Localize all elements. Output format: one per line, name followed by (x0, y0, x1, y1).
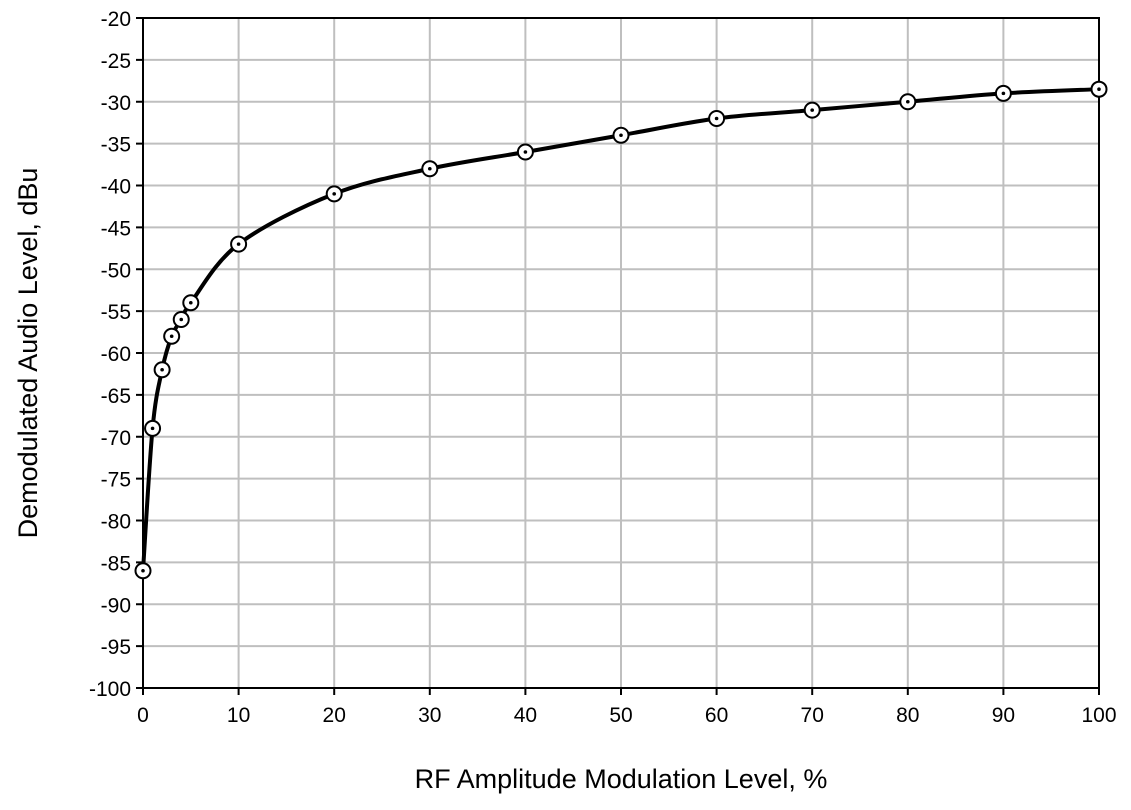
x-tick-label: 70 (801, 704, 824, 727)
y-tick-label: -70 (101, 427, 131, 450)
y-tick-label: -50 (101, 259, 131, 282)
y-tick-label: -65 (101, 385, 131, 408)
data-point-marker (708, 110, 726, 127)
data-markers (134, 80, 1108, 580)
data-point-marker (163, 327, 181, 345)
x-tick-label: 50 (609, 704, 632, 727)
marker-center-dot (810, 108, 814, 112)
marker-center-dot (523, 150, 528, 154)
marker-center-dot (141, 568, 145, 573)
data-point-marker (803, 101, 821, 119)
y-axis-ticks: -20 -25 -30 -35 -40 -45 -50 -55 -60 -65 -70 -75 -80 -… (89, 8, 143, 701)
marker-center-dot (1097, 87, 1101, 91)
data-point-marker (325, 185, 343, 203)
y-axis-title: Demodulated Audio Level, dBu (13, 168, 43, 539)
data-point-marker (516, 143, 534, 161)
x-tick-label: 80 (896, 704, 919, 727)
y-tick-label: -85 (101, 552, 131, 575)
data-point-marker (182, 294, 200, 312)
x-tick-label: 60 (705, 704, 728, 727)
data-point-marker (134, 562, 152, 580)
marker-center-dot (714, 116, 719, 121)
marker-center-dot (619, 133, 623, 138)
marker-center-dot (428, 166, 432, 171)
y-tick-label: -55 (101, 301, 131, 324)
data-point-marker (144, 419, 162, 437)
data-point-marker (421, 160, 439, 178)
marker-center-dot (189, 300, 193, 305)
y-tick-label: -75 (101, 469, 131, 492)
data-point-marker (612, 126, 630, 144)
marker-center-dot (150, 426, 155, 431)
gridlines (143, 18, 1099, 688)
data-point-marker (172, 311, 190, 328)
y-tick-label: -80 (101, 511, 131, 534)
y-tick-label: -100 (89, 678, 131, 701)
x-tick-label: 20 (323, 704, 346, 727)
data-point-marker (153, 361, 171, 379)
marker-center-dot (906, 99, 910, 104)
x-tick-label: 100 (1081, 704, 1116, 727)
marker-center-dot (179, 317, 184, 322)
marker-center-dot (160, 367, 164, 372)
x-axis-title: RF Amplitude Modulation Level, % (415, 764, 828, 794)
series-line (141, 87, 1101, 573)
y-tick-label: -90 (101, 594, 131, 617)
y-tick-label: -40 (101, 176, 131, 199)
y-tick-label: -30 (101, 92, 131, 115)
y-tick-label: -45 (101, 217, 131, 240)
x-tick-label: 30 (418, 704, 441, 727)
y-tick-label: -60 (101, 343, 131, 366)
data-point-marker (994, 84, 1012, 102)
marker-center-dot (332, 192, 337, 196)
y-tick-label: -25 (101, 50, 131, 73)
marker-center-dot (236, 242, 241, 246)
y-tick-label: -95 (101, 636, 131, 659)
data-point-marker (899, 93, 917, 111)
y-tick-label: -20 (101, 8, 131, 31)
x-tick-label: 0 (137, 704, 149, 727)
y-tick-label: -35 (101, 134, 131, 157)
data-point-marker (230, 235, 248, 253)
x-tick-label: 10 (227, 704, 250, 727)
marker-center-dot (169, 334, 174, 339)
data-point-marker (1090, 80, 1108, 98)
x-tick-label: 90 (992, 704, 1015, 727)
x-axis-ticks: 0 10 20 30 40 50 60 70 80 90 100 (137, 688, 1117, 727)
marker-center-dot (1001, 91, 1006, 96)
x-tick-label: 40 (514, 704, 537, 727)
